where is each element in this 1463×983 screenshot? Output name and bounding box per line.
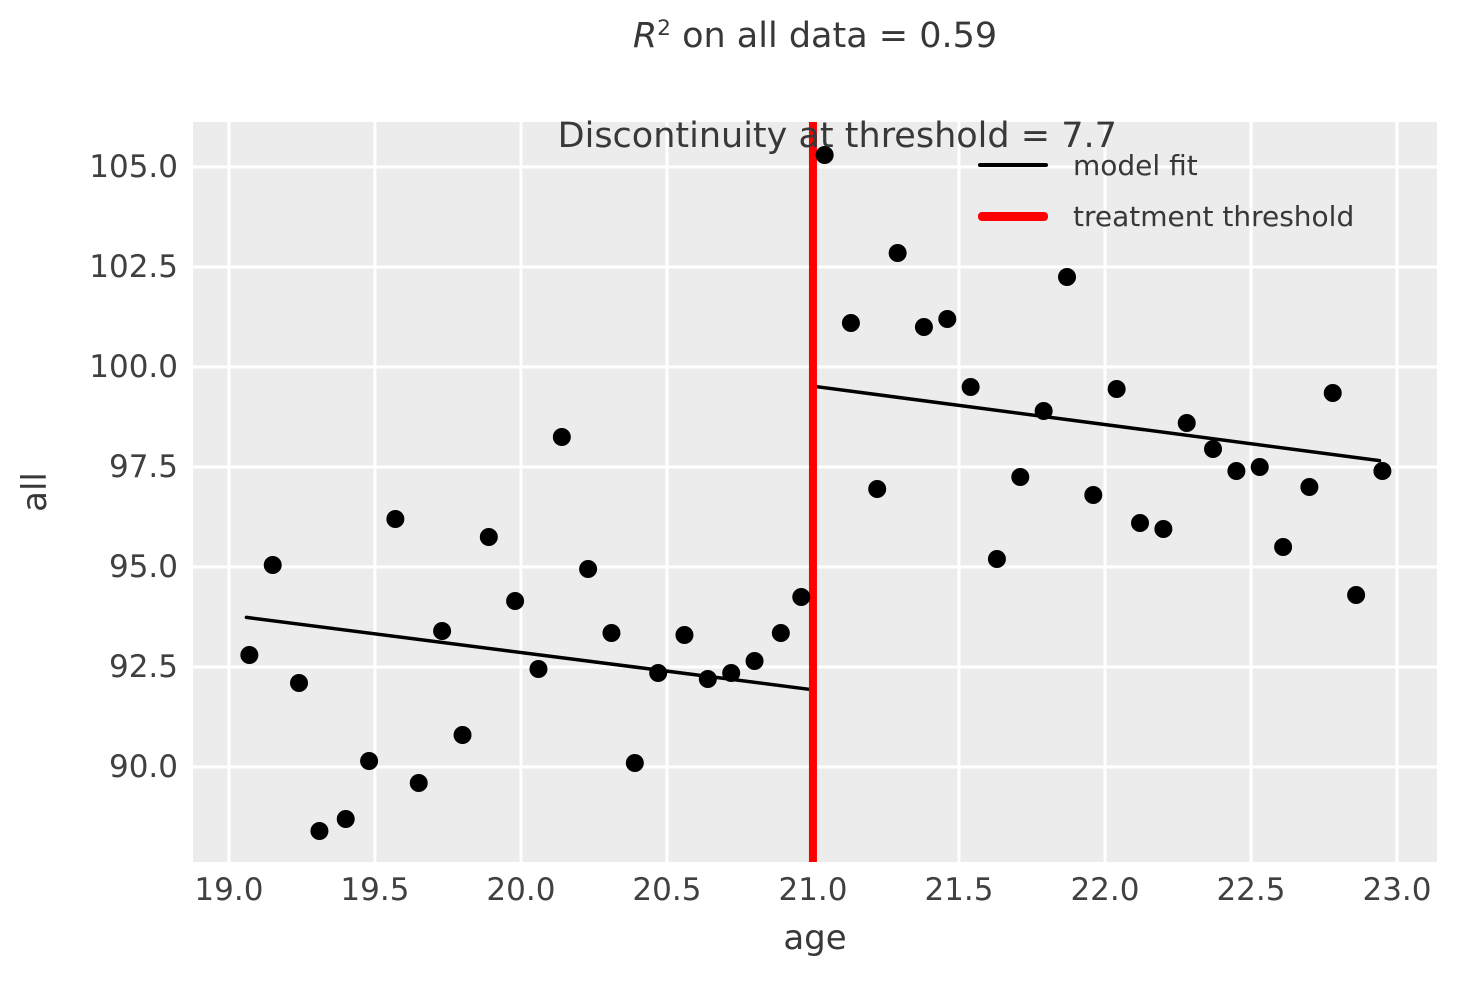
scatter-point	[263, 556, 282, 574]
scatter-point	[310, 822, 329, 840]
scatter-point	[815, 146, 834, 164]
scatter-point	[1204, 440, 1223, 458]
x-tick-label: 23.0	[1362, 872, 1432, 908]
scatter-point	[1323, 384, 1342, 402]
scatter-point	[433, 622, 452, 640]
scatter-point	[360, 752, 379, 770]
x-tick-label: 21.5	[924, 872, 994, 908]
x-axis-label: age	[783, 918, 847, 958]
scatter-point	[1227, 462, 1246, 480]
scatter-point	[1084, 486, 1103, 504]
scatter-point	[841, 314, 860, 332]
scatter-point	[290, 674, 309, 692]
scatter-point	[1034, 402, 1053, 420]
x-tick-label: 20.5	[632, 872, 702, 908]
y-tick-label: 95.0	[108, 549, 178, 585]
scatter-point	[1177, 414, 1196, 432]
scatter-point	[1107, 380, 1126, 398]
chart-title: R2 on all data = 0.59 Discontinuity at t…	[193, 4, 1437, 211]
y-tick-label: 102.5	[89, 249, 178, 285]
x-tick-label: 22.0	[1070, 872, 1140, 908]
scatter-point	[1154, 520, 1173, 538]
scatter-point	[579, 560, 598, 578]
x-tick-label: 22.5	[1216, 872, 1286, 908]
legend-model-fit-label: model fit	[1073, 149, 1198, 182]
title-line1-rest: on all data = 0.59	[670, 15, 998, 56]
x-tick-label: 19.5	[340, 872, 410, 908]
scatter-point	[1274, 538, 1293, 556]
y-tick-label: 100.0	[89, 349, 178, 385]
scatter-point	[914, 318, 933, 336]
scatter-point	[722, 664, 741, 682]
scatter-point	[771, 624, 790, 642]
scatter-point	[1250, 458, 1269, 476]
scatter-point	[649, 664, 668, 682]
scatter-point	[1058, 268, 1077, 286]
y-tick-label: 92.5	[108, 649, 178, 685]
scatter-point	[552, 428, 571, 446]
x-tick-label: 20.0	[486, 872, 556, 908]
scatter-point	[625, 754, 644, 772]
scatter-point	[745, 652, 764, 670]
y-axis-label: all	[15, 472, 55, 512]
title-line2: Discontinuity at threshold = 7.7	[557, 115, 1117, 156]
legend-threshold-label: treatment threshold	[1073, 200, 1355, 233]
scatter-point	[386, 510, 405, 528]
title-r-variable: R	[632, 15, 658, 56]
title-line1: R2 on all data = 0.59	[633, 16, 997, 56]
scatter-point	[602, 624, 621, 642]
scatter-point	[868, 480, 887, 498]
y-tick-label: 105.0	[89, 149, 178, 185]
y-tick-label: 90.0	[108, 749, 178, 785]
scatter-point	[961, 378, 980, 396]
legend-model-fit-line-sample	[978, 163, 1048, 167]
scatter-point	[987, 550, 1006, 568]
scatter-point	[506, 592, 525, 610]
x-tick-label: 21.0	[778, 872, 848, 908]
legend-threshold-line-sample	[978, 212, 1048, 221]
scatter-point	[240, 646, 259, 664]
scatter-point	[529, 660, 548, 678]
scatter-point	[1373, 462, 1392, 480]
scatter-point	[938, 310, 957, 328]
scatter-point	[792, 588, 811, 606]
scatter-point	[698, 670, 717, 688]
scatter-point	[1011, 468, 1030, 486]
title-r-exponent: 2	[657, 16, 671, 41]
scatter-point	[409, 774, 428, 792]
scatter-point	[1347, 586, 1366, 604]
scatter-point	[888, 244, 907, 262]
scatter-point	[453, 726, 472, 744]
scatter-point	[479, 528, 498, 546]
y-tick-label: 97.5	[108, 449, 178, 485]
x-tick-label: 19.0	[194, 872, 264, 908]
scatter-point	[1300, 478, 1319, 496]
scatter-point	[675, 626, 694, 644]
scatter-point	[1131, 514, 1150, 532]
scatter-point	[336, 810, 355, 828]
